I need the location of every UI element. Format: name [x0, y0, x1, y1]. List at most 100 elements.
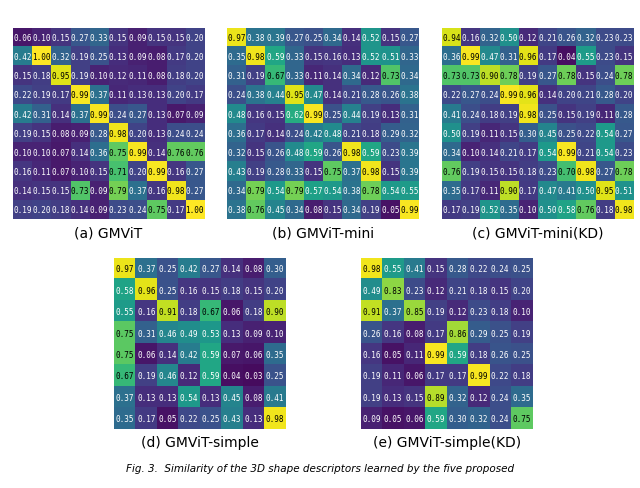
Text: 0.48: 0.48 [324, 129, 342, 139]
Text: 0.05: 0.05 [159, 414, 177, 423]
Text: 0.26: 0.26 [381, 91, 399, 100]
Text: 0.17: 0.17 [247, 129, 266, 139]
Text: 0.11: 0.11 [128, 72, 147, 81]
Text: 0.05: 0.05 [384, 414, 403, 423]
Text: 0.22: 0.22 [470, 265, 488, 274]
Text: 0.15: 0.15 [500, 168, 518, 177]
Text: 0.99: 0.99 [427, 350, 445, 359]
Text: 0.28: 0.28 [596, 91, 614, 100]
X-axis label: (d) GMViT-simple: (d) GMViT-simple [141, 435, 259, 449]
Text: 0.15: 0.15 [481, 168, 499, 177]
Text: 0.20: 0.20 [615, 91, 633, 100]
Text: 0.75: 0.75 [116, 329, 134, 338]
Text: 0.35: 0.35 [442, 187, 461, 196]
Text: 0.19: 0.19 [13, 129, 31, 139]
Text: 0.19: 0.19 [519, 72, 538, 81]
Text: 0.98: 0.98 [519, 110, 538, 120]
Text: 0.76: 0.76 [577, 206, 595, 215]
Text: 0.20: 0.20 [186, 72, 204, 81]
Text: 0.98: 0.98 [362, 168, 380, 177]
Text: 0.16: 0.16 [324, 53, 342, 62]
Text: 0.58: 0.58 [116, 286, 134, 295]
Text: 0.90: 0.90 [500, 187, 518, 196]
Text: 0.91: 0.91 [362, 307, 381, 317]
Text: 0.19: 0.19 [362, 393, 381, 402]
Text: 0.49: 0.49 [362, 286, 381, 295]
Text: 0.32: 0.32 [470, 414, 488, 423]
Text: 0.19: 0.19 [70, 53, 89, 62]
Text: 0.09: 0.09 [362, 414, 381, 423]
Text: 0.24: 0.24 [109, 110, 127, 120]
Text: 0.15: 0.15 [147, 34, 166, 43]
Text: 0.28: 0.28 [362, 91, 380, 100]
Text: 0.09: 0.09 [128, 53, 147, 62]
Text: 0.18: 0.18 [51, 206, 70, 215]
Text: 0.16: 0.16 [384, 329, 403, 338]
Text: 0.14: 0.14 [324, 72, 342, 81]
Text: 0.35: 0.35 [266, 350, 284, 359]
Text: 0.13: 0.13 [384, 393, 403, 402]
Text: 0.22: 0.22 [491, 371, 509, 381]
Text: 0.21: 0.21 [577, 149, 595, 158]
Text: 0.19: 0.19 [32, 91, 51, 100]
Text: 0.30: 0.30 [519, 129, 538, 139]
Text: 0.32: 0.32 [51, 53, 70, 62]
Text: 0.18: 0.18 [596, 206, 614, 215]
Text: 0.15: 0.15 [615, 53, 633, 62]
Text: 0.79: 0.79 [109, 187, 127, 196]
Text: 0.75: 0.75 [147, 206, 166, 215]
X-axis label: (c) GMViT-mini(KD): (c) GMViT-mini(KD) [472, 225, 604, 240]
Text: 0.78: 0.78 [362, 187, 380, 196]
Text: 0.38: 0.38 [247, 91, 266, 100]
Text: 0.14: 0.14 [70, 206, 89, 215]
Text: 0.55: 0.55 [400, 187, 419, 196]
Text: 0.39: 0.39 [400, 149, 419, 158]
Text: 0.23: 0.23 [405, 286, 424, 295]
Text: 0.50: 0.50 [538, 206, 557, 215]
Text: 0.34: 0.34 [342, 206, 361, 215]
Text: 0.19: 0.19 [362, 206, 380, 215]
Text: 0.13: 0.13 [342, 53, 361, 62]
Text: 0.09: 0.09 [244, 329, 262, 338]
Text: 0.25: 0.25 [305, 34, 323, 43]
Text: 0.11: 0.11 [384, 371, 403, 381]
Text: 0.90: 0.90 [481, 72, 499, 81]
Text: 0.11: 0.11 [305, 72, 323, 81]
Text: 0.14: 0.14 [223, 265, 241, 274]
Text: 0.37: 0.37 [128, 187, 147, 196]
Text: 0.31: 0.31 [228, 72, 246, 81]
Text: 0.16: 0.16 [137, 307, 156, 317]
Text: 0.36: 0.36 [228, 129, 246, 139]
Text: 0.43: 0.43 [228, 168, 246, 177]
Text: 0.15: 0.15 [201, 286, 220, 295]
Text: 0.06: 0.06 [405, 371, 424, 381]
Text: 0.17: 0.17 [427, 329, 445, 338]
Text: 0.23: 0.23 [596, 34, 614, 43]
Text: 0.10: 0.10 [512, 307, 531, 317]
Text: 0.25: 0.25 [512, 265, 531, 274]
Text: 0.19: 0.19 [577, 110, 595, 120]
Text: 0.25: 0.25 [538, 110, 557, 120]
Text: 0.28: 0.28 [615, 110, 633, 120]
Text: 0.71: 0.71 [109, 168, 127, 177]
Text: 0.14: 0.14 [13, 187, 31, 196]
Text: 0.08: 0.08 [405, 329, 424, 338]
Text: 0.54: 0.54 [538, 149, 557, 158]
Text: 0.47: 0.47 [481, 53, 499, 62]
Text: 0.33: 0.33 [285, 72, 304, 81]
Text: 0.12: 0.12 [362, 72, 380, 81]
Text: 0.18: 0.18 [32, 72, 51, 81]
Text: 0.41: 0.41 [442, 110, 461, 120]
Text: 0.15: 0.15 [405, 393, 424, 402]
Text: 0.51: 0.51 [615, 187, 633, 196]
Text: 0.99: 0.99 [461, 53, 480, 62]
Text: 0.10: 0.10 [461, 149, 480, 158]
Text: 0.15: 0.15 [247, 149, 266, 158]
Text: 0.25: 0.25 [159, 265, 177, 274]
Text: 0.27: 0.27 [285, 34, 304, 43]
Text: 0.26: 0.26 [491, 350, 509, 359]
Text: 0.42: 0.42 [180, 265, 198, 274]
Text: Fig. 3.  Similarity of the 3D shape descriptors learned by the five proposed: Fig. 3. Similarity of the 3D shape descr… [126, 464, 514, 473]
Text: 1.00: 1.00 [32, 53, 51, 62]
Text: 0.17: 0.17 [186, 91, 204, 100]
